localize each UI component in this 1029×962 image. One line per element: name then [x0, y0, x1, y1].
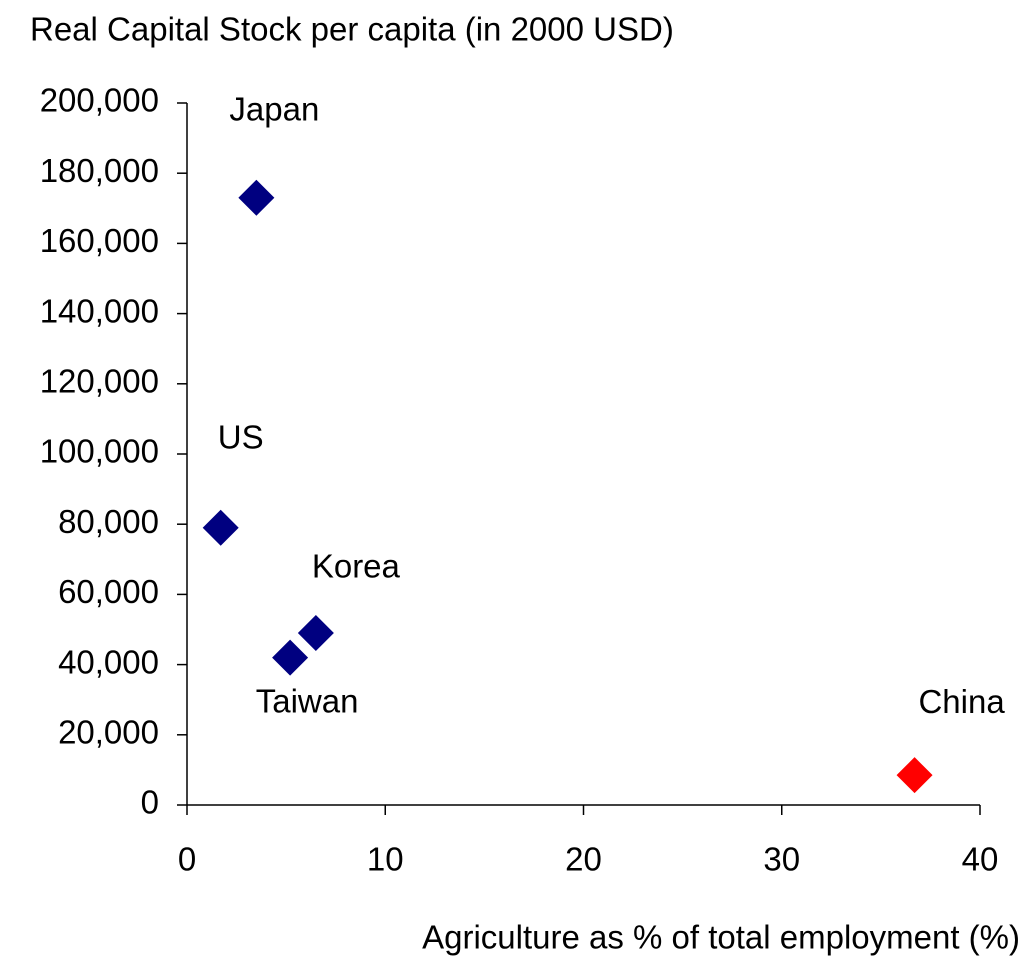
- point: [896, 757, 933, 794]
- y-tick-label: 140,000: [40, 292, 159, 329]
- y-tick-label: 40,000: [58, 643, 159, 680]
- point-label: Japan: [229, 90, 319, 127]
- y-tick-label: 20,000: [58, 714, 159, 751]
- x-tick-label: 0: [178, 841, 196, 878]
- y-tick-label: 60,000: [58, 573, 159, 610]
- y-tick-label: 160,000: [40, 222, 159, 259]
- point-label: Korea: [312, 548, 401, 585]
- y-tick-label: 200,000: [40, 82, 159, 119]
- chart-title: Real Capital Stock per capita (in 2000 U…: [30, 11, 674, 48]
- point: [297, 615, 334, 652]
- point: [202, 509, 239, 546]
- x-tick-label: 40: [962, 841, 999, 878]
- point-label: Taiwan: [256, 682, 359, 719]
- y-tick-label: 180,000: [40, 152, 159, 189]
- x-axis-label: Agriculture as % of total employment (%): [422, 919, 1020, 956]
- x-tick-label: 30: [763, 841, 800, 878]
- point: [238, 179, 275, 216]
- point-label: China: [918, 683, 1005, 720]
- y-tick-label: 100,000: [40, 433, 159, 470]
- x-tick-label: 10: [367, 841, 404, 878]
- y-tick-label: 120,000: [40, 363, 159, 400]
- y-tick-label: 0: [141, 784, 159, 821]
- point-label: US: [218, 418, 264, 455]
- x-tick-label: 20: [565, 841, 602, 878]
- point: [272, 639, 309, 676]
- y-tick-label: 80,000: [58, 503, 159, 540]
